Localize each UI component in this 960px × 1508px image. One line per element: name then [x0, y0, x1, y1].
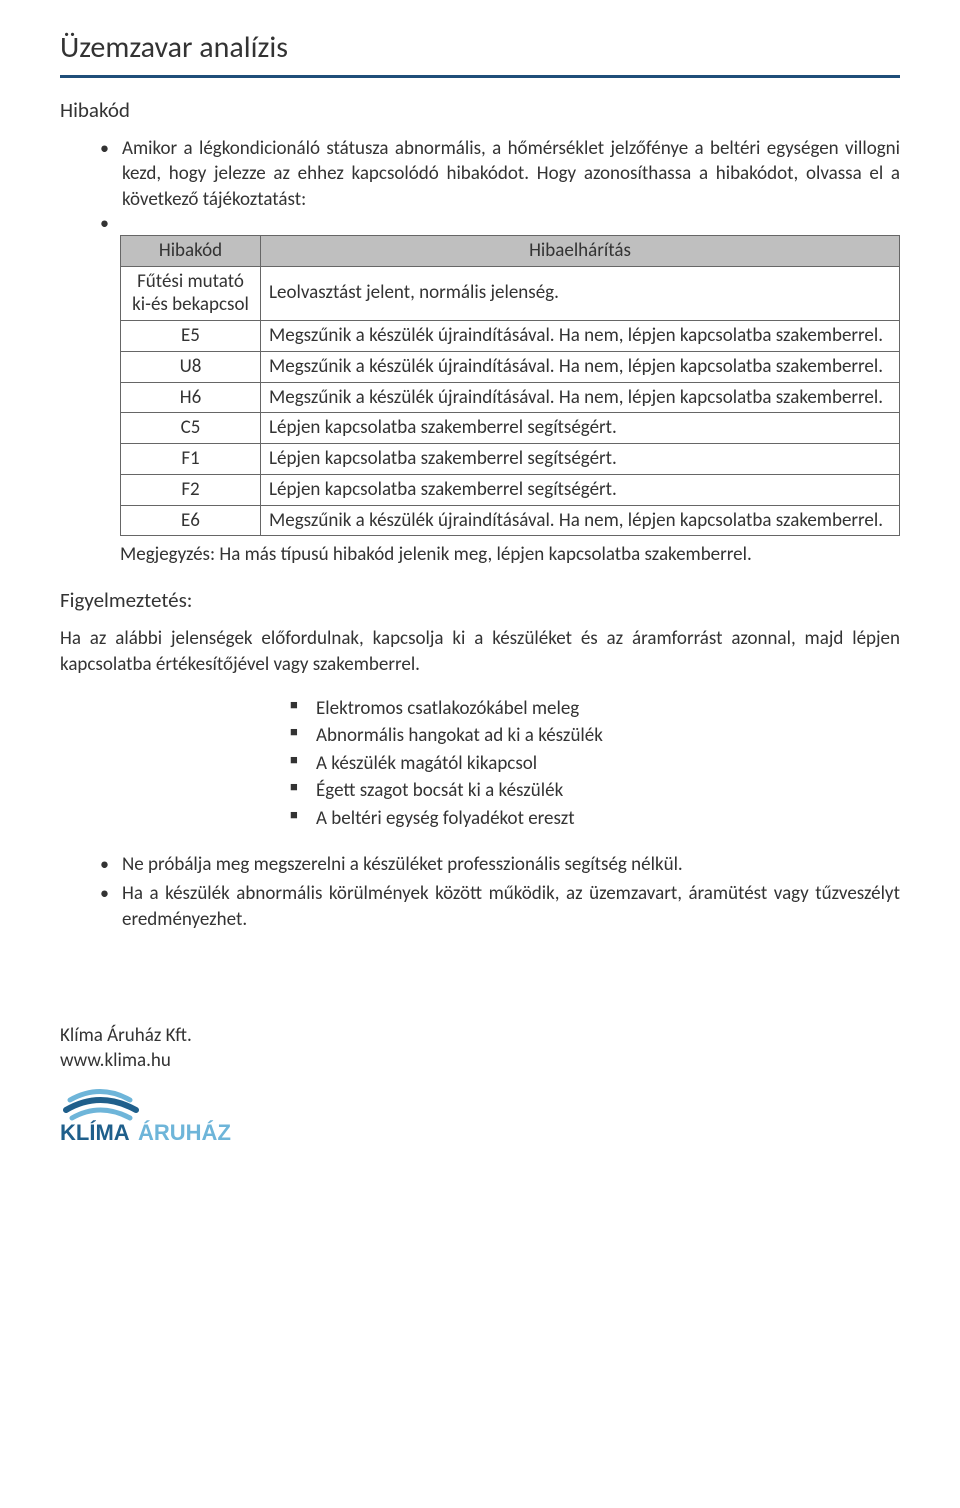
section-heading-hibakod: Hibakód	[60, 96, 900, 124]
table-cell-code: Fűtési mutató ki-és bekapcsol	[121, 266, 261, 321]
post-bullet: Ne próbálja meg megszerelni a készüléket…	[100, 852, 900, 878]
table-cell-fix: Megszűnik a készülék újraindításával. Ha…	[261, 505, 900, 536]
intro-bullet: Amikor a légkondicionáló státusza abnorm…	[100, 136, 900, 213]
intro-bullet-empty	[100, 217, 900, 227]
footer-url: www.klima.hu	[60, 1048, 900, 1074]
table-header-row: Hibakód Hibaelhárítás	[121, 235, 900, 266]
table-row: H6 Megszűnik a készülék újraindításával.…	[121, 382, 900, 413]
page-title: Üzemzavar analízis	[60, 28, 900, 71]
footer: Klíma Áruház Kft. www.klima.hu KLÍMA ÁRU…	[60, 1023, 900, 1148]
warning-list: Elektromos csatlakozókábel meleg Abnormá…	[60, 696, 900, 832]
table-cell-code: U8	[121, 351, 261, 382]
footer-company: Klíma Áruház Kft.	[60, 1023, 900, 1049]
warning-item: Égett szagot bocsát ki a készülék	[290, 778, 900, 804]
warning-item: Abnormális hangokat ad ki a készülék	[290, 723, 900, 749]
logo: KLÍMA ÁRUHÁZ	[60, 1078, 900, 1148]
warning-item: A beltéri egység folyadékot ereszt	[290, 806, 900, 832]
table-row: F1 Lépjen kapcsolatba szakemberrel segít…	[121, 444, 900, 475]
table-cell-code: H6	[121, 382, 261, 413]
table-cell-fix: Lépjen kapcsolatba szakemberrel segítség…	[261, 444, 900, 475]
table-cell-fix: Megszűnik a készülék újraindításával. Ha…	[261, 351, 900, 382]
warning-item: Elektromos csatlakozókábel meleg	[290, 696, 900, 722]
intro-bullets: Amikor a légkondicionáló státusza abnorm…	[60, 136, 900, 227]
table-header-code: Hibakód	[121, 235, 261, 266]
table-cell-fix: Lépjen kapcsolatba szakemberrel segítség…	[261, 474, 900, 505]
post-bullets: Ne próbálja meg megszerelni a készüléket…	[60, 852, 900, 933]
warning-item: A készülék magától kikapcsol	[290, 751, 900, 777]
table-row: E5 Megszűnik a készülék újraindításával.…	[121, 321, 900, 352]
post-bullet: Ha a készülék abnormális körülmények köz…	[100, 881, 900, 932]
table-header-fix: Hibaelhárítás	[261, 235, 900, 266]
logo-svg: KLÍMA ÁRUHÁZ	[60, 1078, 260, 1148]
table-row: Fűtési mutató ki-és bekapcsol Leolvasztá…	[121, 266, 900, 321]
table-row: E6 Megszűnik a készülék újraindításával.…	[121, 505, 900, 536]
table-row: F2 Lépjen kapcsolatba szakemberrel segít…	[121, 474, 900, 505]
table-row: C5 Lépjen kapcsolatba szakemberrel segít…	[121, 413, 900, 444]
error-code-table: Hibakód Hibaelhárítás Fűtési mutató ki-é…	[120, 235, 900, 537]
table-cell-code: C5	[121, 413, 261, 444]
table-cell-code: E6	[121, 505, 261, 536]
warning-paragraph: Ha az alábbi jelenségek előfordulnak, ka…	[60, 626, 900, 677]
logo-text-aruhaz: ÁRUHÁZ	[138, 1120, 231, 1145]
table-cell-code: F1	[121, 444, 261, 475]
table-cell-code: E5	[121, 321, 261, 352]
table-cell-fix: Megszűnik a készülék újraindításával. Ha…	[261, 321, 900, 352]
section-heading-warning: Figyelmeztetés:	[60, 586, 900, 614]
logo-text-klima: KLÍMA	[60, 1120, 130, 1145]
error-table-wrap: Hibakód Hibaelhárítás Fűtési mutató ki-é…	[60, 235, 900, 537]
table-note: Megjegyzés: Ha más típusú hibakód jeleni…	[60, 542, 900, 568]
table-cell-fix: Leolvasztást jelent, normális jelenség.	[261, 266, 900, 321]
title-underline	[60, 75, 900, 78]
table-cell-fix: Megszűnik a készülék újraindításával. Ha…	[261, 382, 900, 413]
table-cell-fix: Lépjen kapcsolatba szakemberrel segítség…	[261, 413, 900, 444]
table-row: U8 Megszűnik a készülék újraindításával.…	[121, 351, 900, 382]
table-cell-code: F2	[121, 474, 261, 505]
